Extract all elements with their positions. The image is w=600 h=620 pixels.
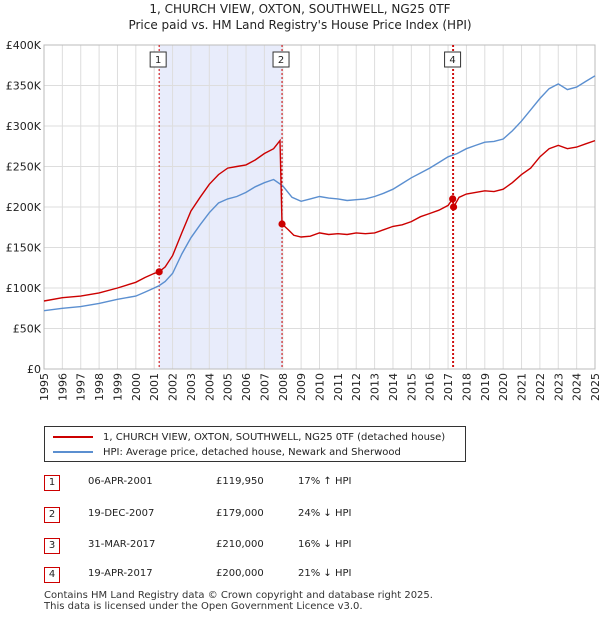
legend-item-hpi: HPI: Average price, detached house, Newa… [53,445,401,459]
x-tick-label: 2020 [497,373,510,401]
legend: 1, CHURCH VIEW, OXTON, SOUTHWELL, NG25 0… [44,426,466,462]
x-tick-label: 2013 [369,373,382,401]
marker-label: 1 [155,55,161,66]
chart-subtitle: Price paid vs. HM Land Registry's House … [128,18,472,32]
footer-licence: This data is licensed under the Open Gov… [44,601,363,612]
x-tick-label: 2023 [552,373,565,401]
y-tick-label: £400K [6,39,42,52]
transaction-row: 4 19-APR-2017 £200,000 21% ↓ HPI [44,567,444,585]
x-tick-label: 2024 [571,373,584,401]
sale-point [449,195,457,203]
y-tick-label: £150K [6,242,42,255]
x-tick-label: 2002 [167,373,180,401]
y-tick-label: £250K [6,161,42,174]
legend-line-hpi [53,451,93,453]
x-tick-label: 2005 [222,373,235,401]
transaction-row: 3 31-MAR-2017 £210,000 16% ↓ HPI [44,538,444,556]
transaction-row: 1 06-APR-2001 £119,950 17% ↑ HPI [44,475,444,493]
y-tick-label: £200K [6,201,42,214]
x-tick-label: 2006 [240,373,253,401]
sale-point [155,268,163,276]
x-tick-label: 2025 [589,373,600,401]
x-tick-label: 2007 [258,373,271,401]
x-tick-label: 2017 [442,373,455,401]
x-tick-label: 2009 [295,373,308,401]
x-tick-label: 2004 [203,373,216,401]
legend-item-property: 1, CHURCH VIEW, OXTON, SOUTHWELL, NG25 0… [53,430,445,444]
chart-title: 1, CHURCH VIEW, OXTON, SOUTHWELL, NG25 0… [149,2,451,16]
transaction-hpi: 17% ↑ HPI [298,476,352,487]
transaction-hpi: 16% ↓ HPI [298,539,352,550]
x-tick-label: 2021 [516,373,529,401]
y-tick-label: £0 [27,363,41,376]
x-tick-label: 2001 [148,373,161,401]
y-tick-label: £300K [6,120,42,133]
x-tick-label: 1996 [56,373,69,401]
marker-box [444,51,462,68]
x-tick-label: 2022 [534,373,547,401]
marker-label: 4 [449,55,455,66]
x-tick-label: 2003 [185,373,198,401]
footer-copyright: Contains HM Land Registry data © Crown c… [44,590,433,601]
transaction-row: 2 19-DEC-2007 £179,000 24% ↓ HPI [44,507,444,525]
legend-label-property: 1, CHURCH VIEW, OXTON, SOUTHWELL, NG25 0… [103,431,446,443]
x-tick-label: 2019 [479,373,492,401]
legend-label-hpi: HPI: Average price, detached house, Newa… [103,446,401,458]
legend-line-property [53,436,93,438]
hpi-line [43,75,596,312]
x-tick-label: 2012 [350,373,363,401]
transaction-number: 2 [44,507,60,523]
price-chart: £0 £50K £100K £150K £200K £250K £300K £350K £400… [6,39,600,401]
y-tick-label: £350K [6,80,42,93]
y-tick-label: £100K [6,282,42,295]
x-tick-label: 1998 [93,373,106,401]
transaction-price: £210,000 [216,539,264,550]
transaction-price: £179,000 [216,508,264,519]
x-tick-label: 2008 [277,373,290,401]
transaction-price: £200,000 [216,568,264,579]
x-tick-label: 2018 [460,373,473,401]
x-tick-label: 2000 [130,373,143,401]
transaction-number: 3 [44,538,60,554]
transaction-hpi: 24% ↓ HPI [298,508,352,519]
transaction-price: £119,950 [216,476,264,487]
x-tick-label: 1999 [111,373,124,401]
transaction-number: 4 [44,567,60,583]
transaction-hpi: 21% ↓ HPI [298,568,352,579]
y-tick-label: £50K [13,323,42,336]
marker-box [149,51,167,68]
marker-box [272,51,290,68]
marker-label: 2 [278,55,284,66]
x-tick-label: 2015 [405,373,418,401]
sale-point [278,220,286,228]
x-tick-label: 1995 [38,373,51,401]
x-tick-label: 2014 [387,373,400,401]
transaction-date: 31-MAR-2017 [88,539,156,550]
sale-point [449,203,458,211]
transaction-date: 19-DEC-2007 [88,508,155,519]
transaction-number: 1 [44,475,60,491]
transaction-date: 19-APR-2017 [88,568,153,579]
plot-area [43,44,596,370]
x-tick-label: 2011 [332,373,345,401]
property-price-line [43,138,596,302]
x-tick-label: 2010 [314,373,327,401]
transaction-date: 06-APR-2001 [88,476,153,487]
x-tick-label: 1997 [75,373,88,401]
x-tick-label: 2016 [424,373,437,401]
footer: Contains HM Land Registry data © Crown c… [44,590,433,612]
